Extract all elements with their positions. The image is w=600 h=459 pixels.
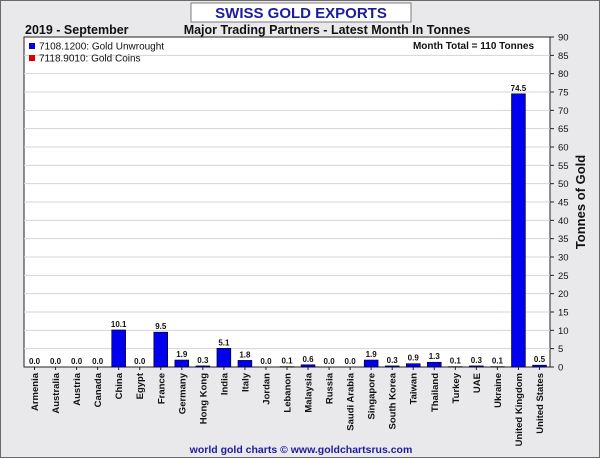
category-label: India [219, 372, 230, 395]
category-label: Jordan [261, 373, 272, 405]
category-label: United States [535, 373, 546, 434]
y-tick-label: 30 [558, 253, 569, 264]
category-label: Egypt [135, 372, 146, 399]
y-tick-label: 35 [558, 234, 569, 245]
value-label: 74.5 [511, 84, 527, 93]
y-tick-label: 25 [558, 271, 569, 282]
category-label: Taiwan [409, 373, 420, 405]
bar-germany [175, 360, 189, 367]
value-label: 1.8 [239, 350, 251, 359]
value-label: 0.9 [408, 354, 420, 363]
y-tick-label: 40 [558, 216, 569, 227]
value-label: 0.6 [302, 355, 314, 364]
category-label: France [156, 373, 167, 404]
month-total-note: Month Total = 110 Tonnes [413, 41, 534, 52]
category-label: United Kingdom [514, 373, 525, 446]
value-label: 0.3 [387, 356, 399, 365]
value-label: 0.3 [471, 356, 483, 365]
y-tick-label: 50 [558, 179, 569, 190]
bar-thailand [427, 362, 441, 367]
category-label: Malaysia [304, 372, 315, 412]
category-label: Ukraine [493, 373, 504, 408]
bar-singapore [364, 360, 378, 367]
category-label: Austria [72, 372, 83, 405]
value-label: 0.1 [281, 357, 293, 366]
value-label: 0.0 [29, 357, 41, 366]
value-label: 1.9 [176, 350, 188, 359]
category-label: Singapore [367, 373, 378, 419]
category-labels: Armenia Australia Austria Canada China Egypt F… [30, 367, 546, 446]
legend-swatch-coins [29, 55, 35, 61]
value-label: 0.0 [71, 357, 83, 366]
category-label: Canada [93, 372, 104, 407]
value-label: 0.0 [324, 357, 336, 366]
value-label: 0.3 [197, 356, 209, 365]
category-label: Armenia [30, 372, 41, 411]
y-tick-label: 80 [558, 69, 569, 80]
bar-united-states [533, 365, 547, 367]
category-label: Turkey [451, 372, 462, 403]
category-label: Russia [325, 372, 336, 404]
bar-india [217, 348, 231, 367]
bar-china [112, 330, 126, 367]
bar-malaysia [301, 365, 315, 367]
category-label: Hong Kong [198, 373, 209, 424]
legend-label-unwrought: 7108.1200: Gold Unwrought [39, 42, 164, 53]
category-label: China [114, 372, 125, 399]
category-label: South Korea [388, 372, 399, 429]
value-label: 0.1 [450, 357, 462, 366]
legend-label-coins: 7118.9010: Gold Coins [39, 54, 141, 65]
chart-subtitle: Major Trading Partners - Latest Month In… [184, 23, 471, 37]
value-label: 9.5 [155, 322, 167, 331]
y-tick-label: 65 [558, 124, 569, 135]
y-tick-label: 70 [558, 106, 569, 117]
value-label: 0.0 [134, 357, 146, 366]
category-label: Thailand [430, 373, 441, 412]
value-label: 1.3 [429, 352, 441, 361]
value-label: 0.0 [260, 357, 272, 366]
value-label: 1.9 [366, 350, 378, 359]
y-tick-label: 90 [558, 33, 569, 44]
y-tick-label: 15 [558, 308, 569, 319]
category-label: UAE [472, 373, 483, 393]
value-label: 0.0 [345, 357, 357, 366]
category-label: Lebanon [283, 373, 294, 413]
period-label: 2019 - September [25, 23, 129, 37]
y-tick-label: 5 [558, 344, 563, 355]
bar-italy [238, 360, 252, 367]
y-tick-label: 75 [558, 88, 569, 99]
value-label: 5.1 [218, 338, 230, 347]
category-label: Australia [51, 372, 62, 413]
bar-uae [469, 366, 483, 367]
y-axis-title: Tonnes of Gold [573, 155, 588, 249]
y-tick-label: 60 [558, 143, 569, 154]
y-tick-label: 55 [558, 161, 569, 172]
y-tick-label: 20 [558, 289, 569, 300]
y-tick-label: 45 [558, 198, 569, 209]
y-tick-label: 0 [558, 363, 563, 374]
value-label: 0.5 [534, 355, 546, 364]
footer-credit: world gold charts © www.goldchartsrus.co… [189, 444, 413, 456]
bar-united-kingdom [511, 94, 525, 367]
bar-taiwan [406, 364, 420, 367]
category-label: Italy [240, 372, 251, 392]
y-axis-ticks: 0 5 10 15 20 25 30 35 40 45 50 55 60 65 70 75 80 85 90 [550, 33, 569, 374]
bar-france [154, 332, 168, 367]
value-label: 0.1 [492, 357, 504, 366]
bar-hong-kong [196, 366, 210, 367]
legend-swatch-unwrought [29, 43, 35, 49]
chart-title: SWISS GOLD EXPORTS [215, 5, 387, 22]
category-label: Saudi Arabia [346, 372, 357, 430]
y-tick-label: 10 [558, 326, 569, 337]
value-label: 0.0 [92, 357, 104, 366]
category-label: Germany [177, 372, 188, 414]
value-label: 0.0 [50, 357, 62, 366]
bar-south-korea [385, 366, 399, 367]
y-tick-label: 85 [558, 51, 569, 62]
value-label: 10.1 [111, 320, 127, 329]
